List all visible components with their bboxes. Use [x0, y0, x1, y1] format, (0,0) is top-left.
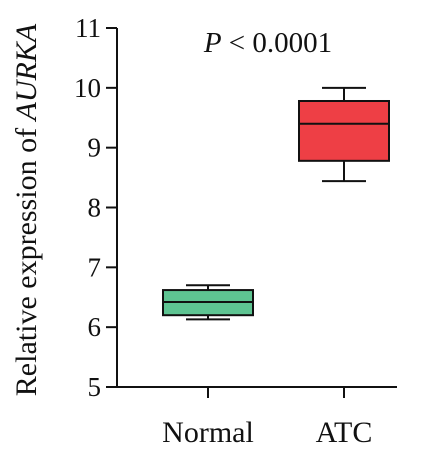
box-normal [162, 284, 254, 321]
p-value-text: < 0.0001 [222, 27, 333, 59]
y-tick-label-8: 8 [88, 193, 102, 223]
y-tick-label-10: 10 [74, 73, 101, 103]
x-category-label-normal: Normal [162, 416, 254, 449]
y-tick-label-9: 9 [88, 133, 102, 163]
iqr-box-atc [298, 99, 390, 162]
box-atc [298, 86, 390, 183]
y-axis-label: Relative expression of AURKA [10, 23, 43, 396]
y-tick-label-11: 11 [75, 13, 101, 43]
y-tick-label-5: 5 [88, 372, 102, 402]
y-axis-label-prefix: Relative expression of [10, 120, 43, 396]
x-category-label-atc: ATC [316, 416, 373, 449]
boxes [162, 86, 390, 321]
y-axis-label-gene: AURKA [10, 23, 43, 122]
axes: 5 6 7 8 9 10 11 Normal ATC [74, 13, 397, 449]
p-value-annotation: P < 0.0001 [203, 27, 332, 59]
y-tick-label-6: 6 [88, 312, 102, 342]
p-symbol: P [203, 27, 222, 59]
y-tick-label-7: 7 [88, 252, 102, 282]
